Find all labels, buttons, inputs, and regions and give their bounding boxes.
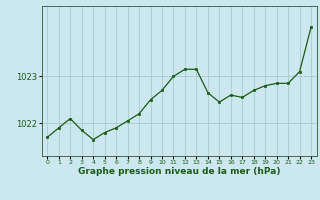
- X-axis label: Graphe pression niveau de la mer (hPa): Graphe pression niveau de la mer (hPa): [78, 167, 280, 176]
